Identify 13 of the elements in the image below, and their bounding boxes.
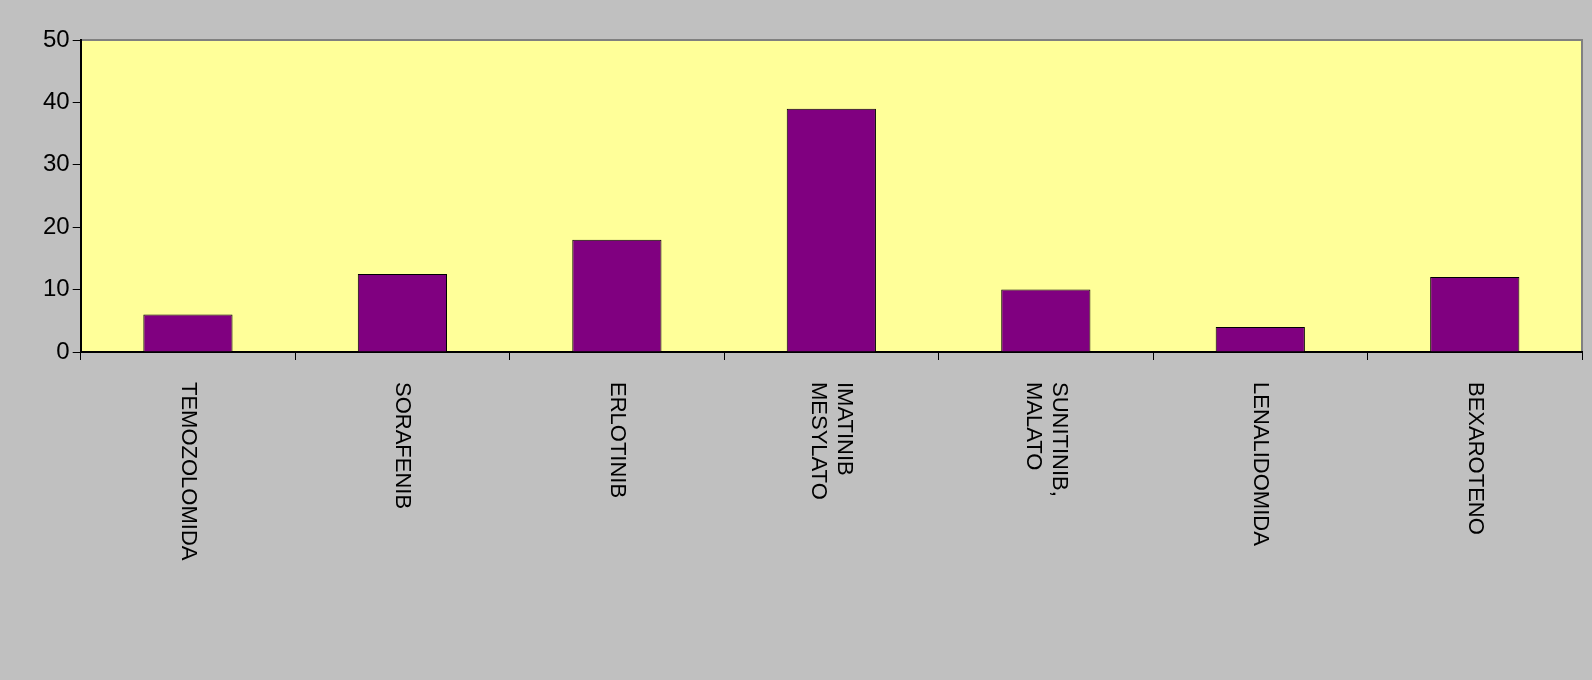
x-tick-label: ERLOTINIB (605, 382, 631, 499)
x-tick-label: SUNITINIB, MALATO (1021, 382, 1073, 497)
y-tick-label: 0 (56, 336, 70, 364)
y-tick-label: 30 (42, 149, 70, 177)
x-tick-label: IMATINIB MESYLATO (807, 382, 859, 500)
x-tick-label: BEXAROTENO (1463, 382, 1489, 535)
y-tick-label: 40 (42, 87, 70, 115)
x-tick-label: SORAFENIB (391, 382, 417, 510)
y-tick-label: 20 (42, 211, 70, 239)
y-tick-label: 50 (42, 24, 70, 52)
x-tick-label: TEMOZOLOMIDA (176, 382, 202, 561)
x-tick-label: LENALIDOMIDA (1249, 382, 1275, 547)
y-tick-label: 10 (42, 274, 70, 302)
